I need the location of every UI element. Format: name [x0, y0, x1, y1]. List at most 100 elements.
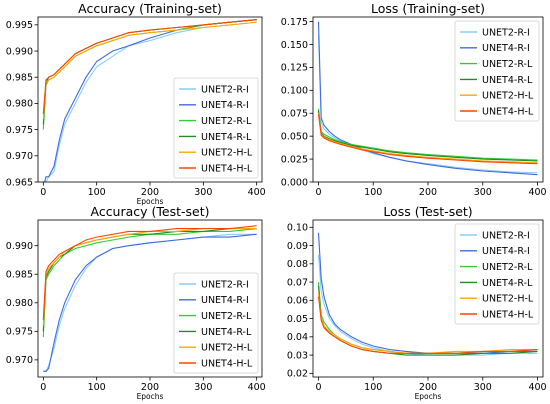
legend: UNET2-R-I UNET4-R-I UNET2-R-L UNET4-R-L UNET…	[454, 20, 540, 122]
legend-box	[454, 20, 540, 122]
series-line-unet4-r-i	[43, 233, 257, 372]
legend-label: UNET2-R-I	[482, 230, 530, 241]
series-line-unet4-h-l	[42, 19, 257, 114]
legend-label: UNET2-R-I	[201, 84, 249, 95]
y-tick-label: 0.975	[6, 327, 33, 338]
y-tick-label: 0.975	[6, 125, 33, 136]
y-tick-label: 0.980	[6, 298, 33, 309]
x-tick-label: 100	[364, 187, 382, 198]
x-tick-label: 0	[315, 382, 321, 393]
y-tick-label: 0.995	[6, 20, 33, 31]
x-tick-label: 200	[419, 382, 437, 393]
x-tick-label: 200	[141, 382, 159, 393]
legend-label: UNET2-R-L	[201, 311, 252, 322]
series-line-unet4-r-i	[317, 232, 538, 354]
legend-label: UNET2-R-L	[482, 262, 533, 273]
y-tick-label: 0.990	[6, 46, 33, 57]
series-line-unet4-h-l	[317, 296, 538, 354]
x-tick-label: 300	[474, 187, 492, 198]
y-tick-label: 0.990	[6, 241, 33, 252]
series-line-unet2-r-i	[317, 254, 538, 356]
legend-label: UNET2-R-I	[482, 27, 530, 38]
series-line-unet2-h-l	[42, 228, 257, 326]
legend-label: UNET2-R-L	[201, 116, 252, 127]
x-tick-label: 400	[248, 382, 266, 393]
y-tick-label: 0.150	[281, 40, 308, 51]
legend-label: UNET2-H-L	[201, 343, 253, 354]
x-tick-label: 400	[528, 382, 546, 393]
x-axis-label: Epochs	[415, 392, 442, 401]
chart-panel-0: 0 100 200 300 400 0.965 0.970 0.975 0.980 0.985 0.…	[6, 1, 266, 206]
y-tick-label: 0.965	[6, 177, 33, 188]
legend-label: UNET2-H-L	[482, 91, 534, 102]
series-group	[42, 225, 257, 372]
y-tick-label: 0.075	[281, 109, 308, 120]
x-tick-label: 100	[88, 187, 106, 198]
series-line-unet2-r-l	[42, 228, 257, 338]
series-line-unet2-h-l	[317, 113, 538, 164]
chart-title: Loss (Training-set)	[371, 1, 485, 16]
series-line-unet2-r-i	[317, 35, 538, 174]
x-tick-label: 400	[248, 187, 266, 198]
y-tick-label: 0.10	[287, 223, 308, 234]
legend-label: UNET4-R-L	[482, 75, 533, 86]
y-tick-label: 0.985	[6, 73, 33, 84]
x-tick-label: 0	[40, 187, 46, 198]
y-tick-label: 0.09	[287, 241, 308, 252]
legend: UNET2-R-I UNET4-R-I UNET2-R-L UNET4-R-L UNET…	[173, 77, 259, 179]
series-group	[317, 232, 538, 356]
chart-panel-1: 0 100 200 300 400 0.000 0.025 0.050 0.075 0.100 0.…	[281, 1, 547, 198]
panels: 0 100 200 300 400 0.965 0.970 0.975 0.980 0.985 0.…	[6, 1, 547, 401]
legend-label: UNET4-R-L	[482, 278, 533, 289]
y-tick-label: 0.02	[287, 369, 308, 380]
x-tick-label: 100	[88, 382, 106, 393]
x-tick-label: 100	[364, 382, 382, 393]
legend-label: UNET4-R-I	[482, 246, 530, 257]
legend-label: UNET4-R-L	[201, 132, 252, 143]
legend-label: UNET2-H-L	[482, 294, 534, 305]
legend-label: UNET4-R-I	[482, 43, 530, 54]
y-tick-label: 0.970	[6, 151, 33, 162]
legend-label: UNET4-H-L	[482, 309, 534, 320]
legend-label: UNET2-R-I	[201, 279, 249, 290]
y-tick-label: 0.050	[281, 131, 308, 142]
series-line-unet2-r-i	[45, 21, 257, 182]
x-axis-label: Epochs	[137, 197, 164, 206]
chart-title: Accuracy (Training-set)	[78, 1, 222, 16]
legend-box	[454, 223, 540, 325]
x-tick-label: 400	[528, 187, 546, 198]
legend: UNET2-R-I UNET4-R-I UNET2-R-L UNET4-R-L UNET…	[454, 223, 540, 325]
x-tick-label: 0	[40, 382, 46, 393]
legend-label: UNET4-R-I	[201, 100, 249, 111]
series-line-unet4-h-l	[317, 114, 538, 165]
x-tick-label: 200	[141, 187, 159, 198]
y-tick-label: 0.06	[287, 296, 308, 307]
y-tick-label: 0.100	[281, 86, 308, 97]
y-tick-label: 0.000	[281, 177, 308, 188]
y-tick-label: 0.980	[6, 99, 33, 110]
y-tick-label: 0.985	[6, 270, 33, 281]
x-tick-label: 0	[315, 187, 321, 198]
legend-label: UNET4-R-I	[201, 295, 249, 306]
y-tick-label: 0.03	[287, 350, 308, 361]
series-group	[42, 19, 257, 182]
legend-label: UNET2-H-L	[201, 148, 253, 159]
chart-title: Loss (Test-set)	[383, 204, 472, 219]
chart-title: Accuracy (Test-set)	[90, 204, 209, 219]
y-tick-label: 0.05	[287, 314, 308, 325]
series-line-unet2-r-l	[317, 108, 538, 161]
y-tick-label: 0.125	[281, 63, 308, 74]
chart-panel-3: 0 100 200 300 400 0.02 0.03 0.04 0.05 0.06 0.07 0.0…	[287, 204, 547, 401]
series-line-unet4-r-l	[317, 110, 538, 162]
legend-label: UNET4-R-L	[201, 327, 252, 338]
series-line-unet4-h-l	[42, 225, 257, 320]
legend-label: UNET4-H-L	[482, 106, 534, 117]
legend-box	[173, 77, 259, 179]
chart-panel-2: 0 100 200 300 400 0.970 0.975 0.980 0.985 0.990 Ac…	[6, 204, 266, 401]
x-axis-label: Epochs	[137, 392, 164, 401]
x-tick-label: 300	[194, 187, 212, 198]
y-tick-label: 0.175	[281, 17, 308, 28]
y-tick-label: 0.04	[287, 332, 308, 343]
series-line-unet2-h-l	[42, 21, 257, 120]
